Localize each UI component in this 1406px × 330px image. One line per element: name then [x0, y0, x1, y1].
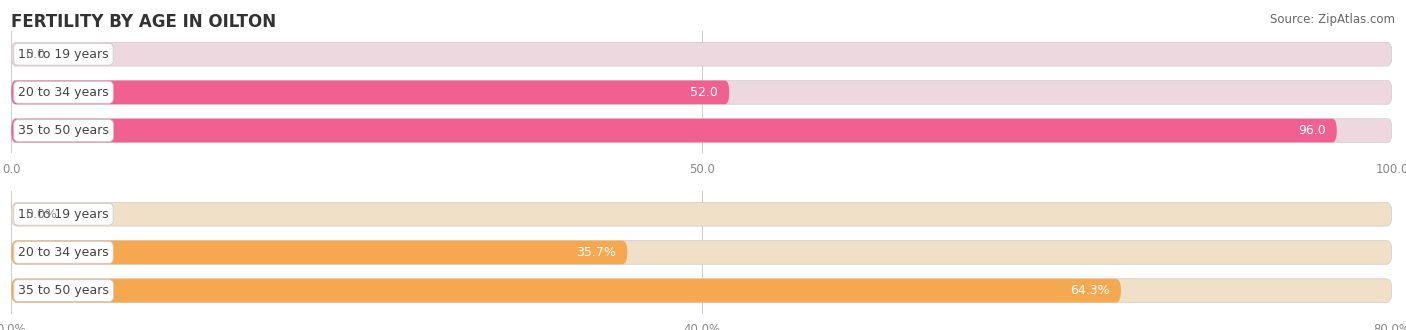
FancyBboxPatch shape [11, 203, 1392, 226]
Text: 20 to 34 years: 20 to 34 years [18, 86, 108, 99]
Text: 52.0: 52.0 [690, 86, 718, 99]
FancyBboxPatch shape [11, 241, 627, 264]
Text: 35.7%: 35.7% [576, 246, 616, 259]
Text: 35 to 50 years: 35 to 50 years [18, 284, 110, 297]
Text: 64.3%: 64.3% [1070, 284, 1109, 297]
FancyBboxPatch shape [11, 279, 1392, 302]
Text: 96.0: 96.0 [1298, 124, 1326, 137]
Text: 15 to 19 years: 15 to 19 years [18, 208, 108, 221]
FancyBboxPatch shape [11, 81, 730, 104]
FancyBboxPatch shape [11, 43, 1392, 66]
Text: 15 to 19 years: 15 to 19 years [18, 48, 108, 61]
FancyBboxPatch shape [11, 81, 1392, 104]
FancyBboxPatch shape [11, 241, 1392, 264]
FancyBboxPatch shape [11, 119, 1337, 142]
Text: 0.0: 0.0 [25, 48, 45, 61]
Text: Source: ZipAtlas.com: Source: ZipAtlas.com [1270, 13, 1395, 26]
Text: 20 to 34 years: 20 to 34 years [18, 246, 108, 259]
FancyBboxPatch shape [11, 279, 1121, 302]
Text: 35 to 50 years: 35 to 50 years [18, 124, 110, 137]
FancyBboxPatch shape [11, 119, 1392, 142]
Text: 0.0%: 0.0% [25, 208, 58, 221]
Text: FERTILITY BY AGE IN OILTON: FERTILITY BY AGE IN OILTON [11, 13, 277, 31]
